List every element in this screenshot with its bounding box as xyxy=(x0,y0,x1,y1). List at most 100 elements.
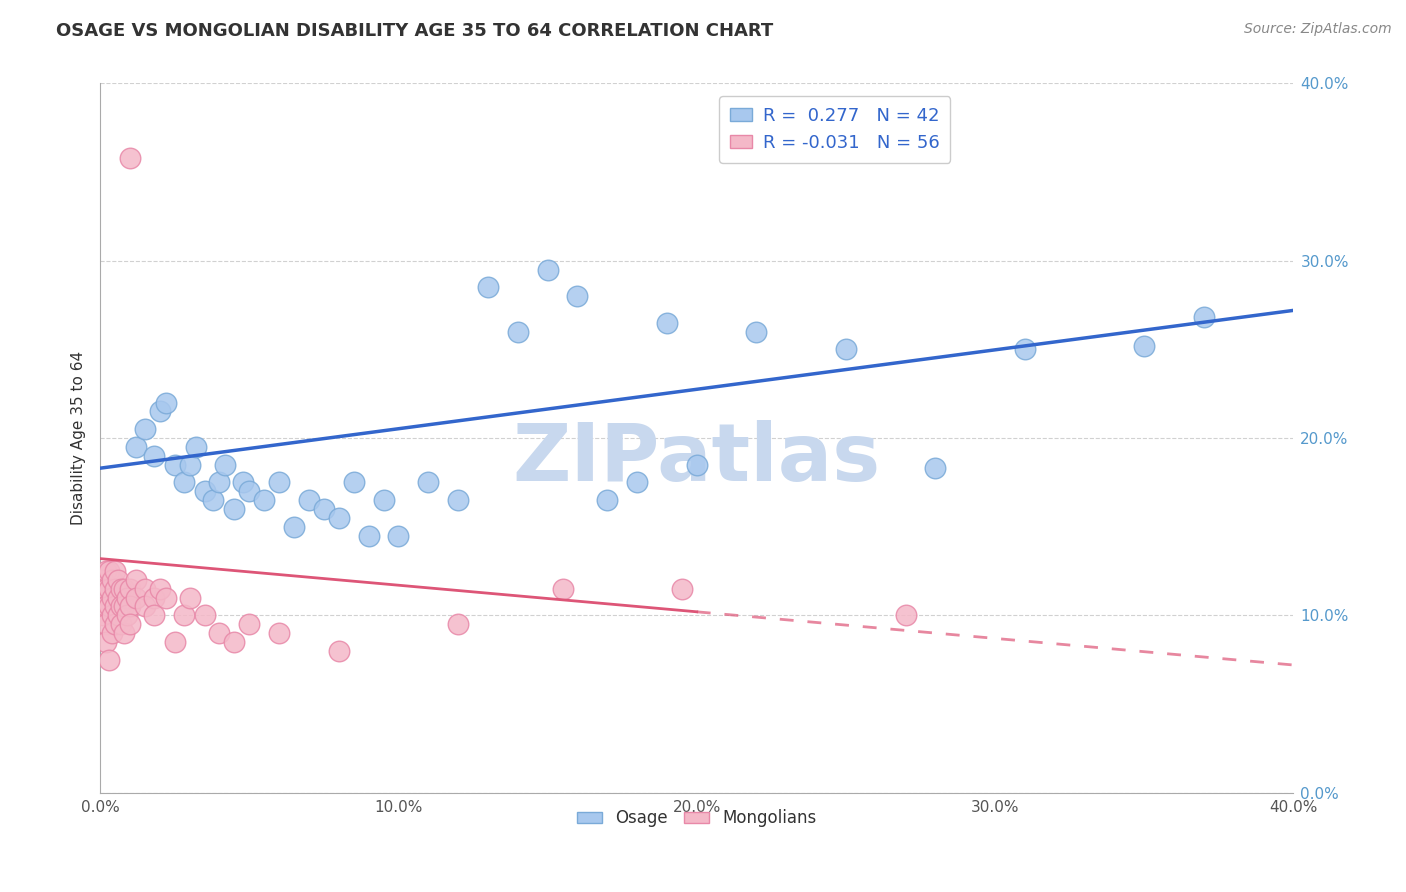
Point xyxy=(179,458,201,472)
Point xyxy=(184,440,207,454)
Point xyxy=(104,564,127,578)
Point xyxy=(98,582,121,596)
Point xyxy=(536,262,558,277)
Point xyxy=(107,573,129,587)
Point xyxy=(179,591,201,605)
Point xyxy=(125,573,148,587)
Point xyxy=(506,325,529,339)
Point xyxy=(134,599,156,614)
Legend: Osage, Mongolians: Osage, Mongolians xyxy=(569,803,824,834)
Point xyxy=(193,608,215,623)
Point xyxy=(91,608,114,623)
Point xyxy=(224,502,246,516)
Text: OSAGE VS MONGOLIAN DISABILITY AGE 35 TO 64 CORRELATION CHART: OSAGE VS MONGOLIAN DISABILITY AGE 35 TO … xyxy=(56,22,773,40)
Point xyxy=(94,564,117,578)
Point xyxy=(686,458,709,472)
Point xyxy=(343,475,366,490)
Point xyxy=(671,582,693,596)
Point xyxy=(125,591,148,605)
Point xyxy=(745,325,768,339)
Point xyxy=(104,599,127,614)
Y-axis label: Disability Age 35 to 64: Disability Age 35 to 64 xyxy=(72,351,86,525)
Text: Source: ZipAtlas.com: Source: ZipAtlas.com xyxy=(1244,22,1392,37)
Point xyxy=(357,528,380,542)
Point xyxy=(447,617,470,632)
Point xyxy=(551,582,574,596)
Point xyxy=(112,626,135,640)
Point xyxy=(232,475,254,490)
Point xyxy=(91,573,114,587)
Point xyxy=(328,511,350,525)
Point xyxy=(134,422,156,436)
Point xyxy=(107,608,129,623)
Point xyxy=(835,343,858,357)
Point xyxy=(110,617,132,632)
Point xyxy=(110,582,132,596)
Point xyxy=(894,608,917,623)
Point xyxy=(125,440,148,454)
Point xyxy=(110,599,132,614)
Point xyxy=(94,635,117,649)
Point xyxy=(155,395,177,409)
Point xyxy=(94,582,117,596)
Point xyxy=(101,626,124,640)
Point xyxy=(94,617,117,632)
Point xyxy=(238,617,260,632)
Point xyxy=(115,591,138,605)
Point xyxy=(387,528,409,542)
Point xyxy=(118,599,141,614)
Point xyxy=(142,449,165,463)
Point xyxy=(163,458,186,472)
Point xyxy=(312,502,335,516)
Point xyxy=(328,644,350,658)
Point xyxy=(626,475,648,490)
Point xyxy=(253,493,276,508)
Point xyxy=(163,635,186,649)
Point xyxy=(238,484,260,499)
Point xyxy=(373,493,395,508)
Point xyxy=(142,608,165,623)
Point xyxy=(418,475,440,490)
Point xyxy=(655,316,678,330)
Point xyxy=(98,564,121,578)
Point xyxy=(118,151,141,165)
Point xyxy=(142,591,165,605)
Point xyxy=(214,458,236,472)
Point xyxy=(155,591,177,605)
Point xyxy=(477,280,499,294)
Point xyxy=(224,635,246,649)
Point xyxy=(1133,339,1156,353)
Point xyxy=(149,404,172,418)
Point xyxy=(104,582,127,596)
Text: ZIPatlas: ZIPatlas xyxy=(513,420,882,499)
Point xyxy=(596,493,619,508)
Point xyxy=(94,599,117,614)
Point xyxy=(269,626,291,640)
Point xyxy=(193,484,215,499)
Point xyxy=(101,591,124,605)
Point xyxy=(447,493,470,508)
Point xyxy=(567,289,589,303)
Point xyxy=(283,519,305,533)
Point xyxy=(173,475,195,490)
Point xyxy=(91,591,114,605)
Point xyxy=(107,591,129,605)
Point xyxy=(98,599,121,614)
Point xyxy=(149,582,172,596)
Point xyxy=(118,617,141,632)
Point xyxy=(118,582,141,596)
Point xyxy=(101,573,124,587)
Point xyxy=(298,493,321,508)
Point xyxy=(104,617,127,632)
Point xyxy=(1192,310,1215,325)
Point xyxy=(269,475,291,490)
Point xyxy=(112,582,135,596)
Point xyxy=(115,608,138,623)
Point xyxy=(173,608,195,623)
Point xyxy=(208,626,231,640)
Point xyxy=(1014,343,1036,357)
Point xyxy=(134,582,156,596)
Point xyxy=(112,599,135,614)
Point xyxy=(202,493,225,508)
Point xyxy=(208,475,231,490)
